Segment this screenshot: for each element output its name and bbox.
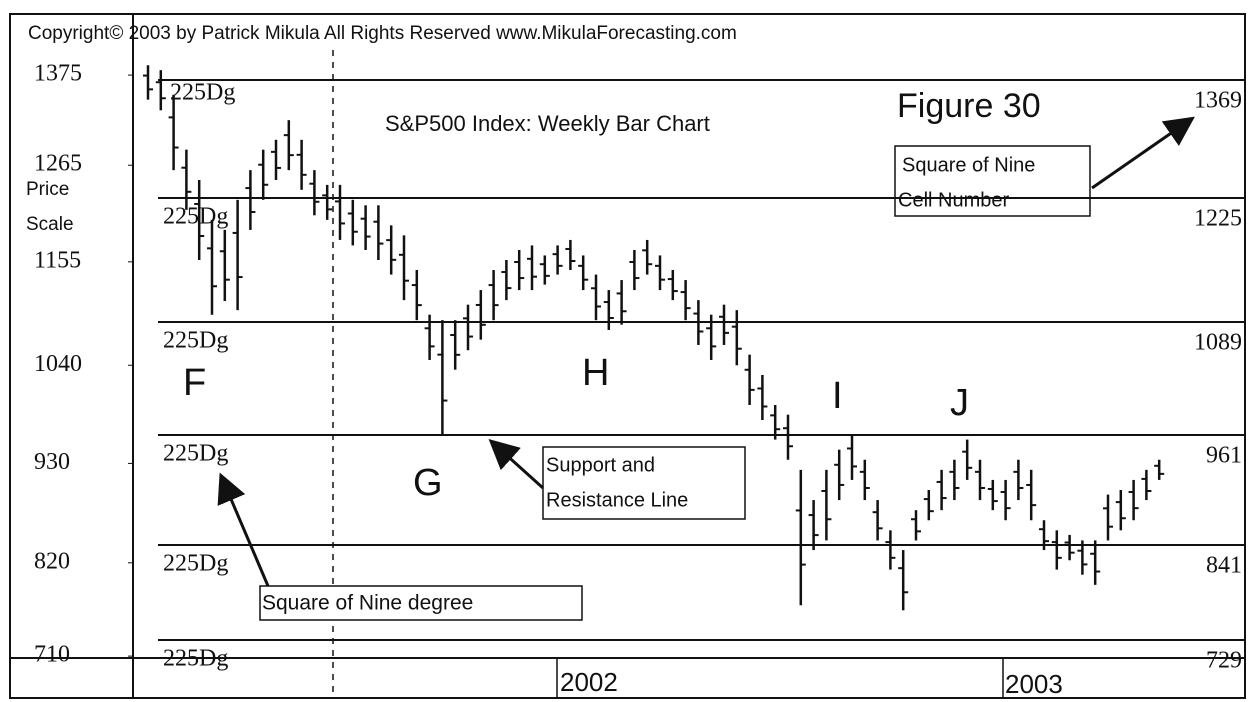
annotation: Cell Number [898,189,1009,211]
degree-label: 225Dg [170,80,235,106]
annotation-box [894,145,1091,217]
bars [143,65,1165,611]
x-label: 2003 [1005,669,1063,699]
y-tick-label: 930 [34,449,70,475]
annotation: Support and [546,454,655,476]
y-tick-label: 820 [34,548,70,574]
annotation-box [259,585,583,621]
annotation: Square of Nine [902,154,1035,176]
y-tick-label: 710 [34,642,70,668]
arrow [488,438,545,490]
wave-letter: F [183,362,206,404]
y-tick-label: 1265 [34,151,82,177]
y-label: Price [26,179,69,200]
copyright: Copyright© 2003 by Patrick Mikula All Ri… [28,23,737,44]
figure-label: Figure 30 [897,87,1041,125]
wave-letter: I [832,375,843,417]
y-label: Scale [26,214,74,235]
level-value: 1225 [1194,206,1242,232]
annotation: Square of Nine degree [262,592,473,615]
level-value: 961 [1206,443,1242,469]
degree-label: 225Dg [163,441,228,467]
arrow [1091,116,1195,190]
wave-letter: J [950,382,969,424]
frame [9,13,1246,699]
level-value: 1089 [1194,330,1242,356]
x-label: 2002 [560,667,618,697]
wave-letter: H [582,352,609,394]
annotation: Resistance Line [546,489,688,511]
degree-label: 225Dg [163,204,228,230]
level-value: 841 [1206,553,1242,579]
y-tick-label: 1155 [34,247,81,273]
annotation-box [542,446,746,520]
degree-label: 225Dg [163,551,228,577]
degree-label: 225Dg [163,328,228,354]
degree-label: 225Dg [163,646,228,672]
level-value: 729 [1206,648,1242,674]
y-tick-label: 1375 [34,61,82,87]
level-value: 1369 [1194,88,1242,114]
chart-title: S&P500 Index: Weekly Bar Chart [385,111,710,136]
wave-letter: G [413,462,443,504]
arrow [217,472,270,587]
y-tick-label: 1040 [34,351,82,377]
